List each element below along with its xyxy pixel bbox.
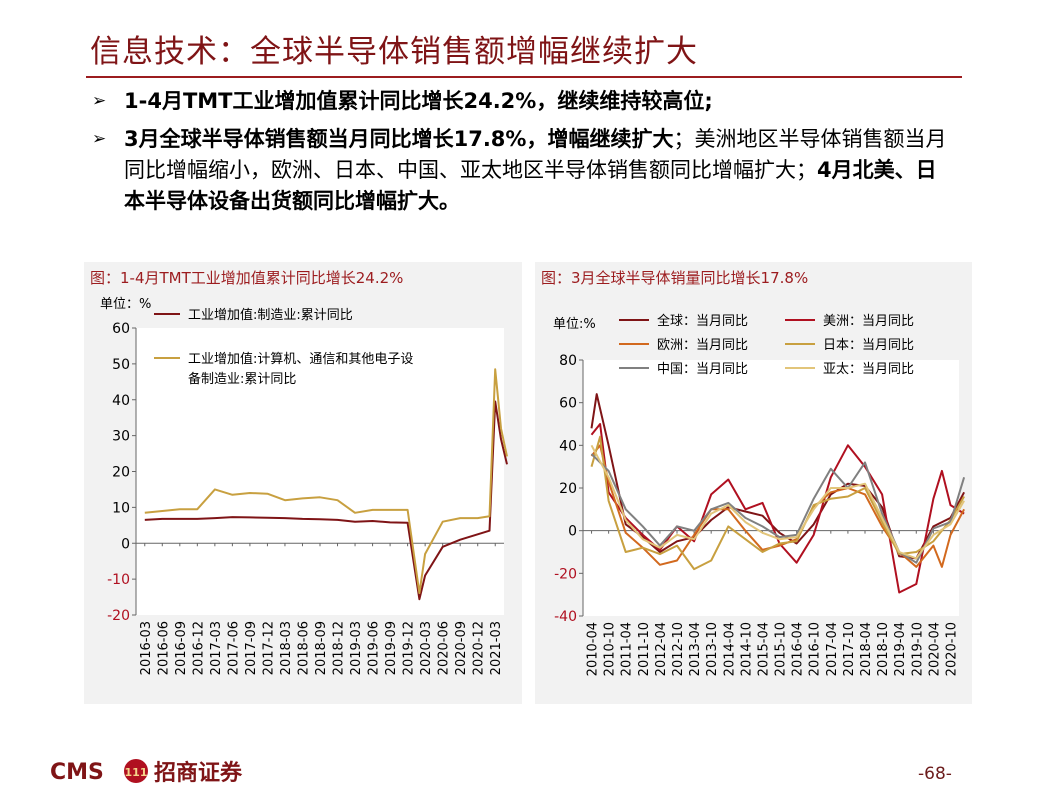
legend-label-6: 亚太：当月同比 xyxy=(823,362,914,377)
chart-title-semi: 图：3月全球半导体销量同比增长17.8% xyxy=(541,269,809,287)
x-tick-label: 2018-06 xyxy=(296,621,311,675)
x-tick-label: 2019-03 xyxy=(349,621,364,675)
arrow-icon: ➢ xyxy=(92,129,107,149)
x-tick-label: 2017-09 xyxy=(244,621,259,675)
y-tick-label: 30 xyxy=(112,429,130,445)
page-number: -68- xyxy=(918,764,952,784)
chart-title-tmt: 图：1-4月TMT工业增加值累计同比增长24.2% xyxy=(90,269,404,287)
x-tick-label: 2019-10 xyxy=(910,622,925,676)
title-divider xyxy=(86,76,962,78)
legend-label-5: 中国：当月同比 xyxy=(657,362,748,377)
x-tick-label: 2012-10 xyxy=(671,622,686,676)
x-tick-label: 2014-10 xyxy=(739,622,754,676)
x-tick-label: 2011-10 xyxy=(637,622,652,676)
logo-mark-icon xyxy=(124,759,148,783)
x-tick-label: 2012-04 xyxy=(654,622,669,676)
x-tick-label: 2020-03 xyxy=(419,621,434,675)
y-tick-label: 10 xyxy=(112,500,130,516)
series-line-1 xyxy=(144,400,508,601)
chart-tmt: -20 -10 0 10 20 30 40 50 60 2016-03 2016-06 2016-09… xyxy=(100,297,508,675)
x-tick-label: 2016-12 xyxy=(191,621,206,675)
y-tick-label: 60 xyxy=(112,321,130,337)
x-tick-label: 2019-09 xyxy=(384,621,399,675)
company-name: 招商证券 xyxy=(154,760,243,786)
y-tick-label: 60 xyxy=(559,396,577,412)
x-tick-label: 2020-09 xyxy=(454,621,469,675)
legend-label-4: 日本：当月同比 xyxy=(823,338,914,353)
chart-semi: -40 -20 0 20 40 60 80 2010-04 2010-10 2011-04 2011… xyxy=(553,313,966,676)
series-line-5 xyxy=(590,453,966,564)
y-tick-label: 20 xyxy=(112,465,130,481)
legend-label-1: 全球：当月同比 xyxy=(657,313,748,329)
plot-area xyxy=(583,360,959,616)
series-line-6 xyxy=(590,444,965,560)
x-tick-label: 2015-04 xyxy=(756,622,771,676)
cms-logo-graphic: CMS 111 招商证券 xyxy=(50,759,243,786)
plot-area xyxy=(136,328,504,615)
series-line-2 xyxy=(144,368,508,595)
unit-label: 单位：% xyxy=(100,297,151,312)
x-tick-label: 2019-12 xyxy=(402,621,417,675)
logo-text: CMS xyxy=(50,760,104,785)
x-tick-label: 2015-10 xyxy=(774,622,789,676)
y-tick-label: 20 xyxy=(559,481,577,497)
x-tick-label: 2020-12 xyxy=(472,621,487,675)
arrow-icon: ➢ xyxy=(92,91,107,111)
x-tick-label: 2019-06 xyxy=(367,621,382,675)
x-tick-label: 2017-06 xyxy=(226,621,241,675)
legend-label-2: 美洲：当月同比 xyxy=(823,314,914,329)
bullet-2-normal-part: ；美洲地区半导体销售额当月同比增幅缩小，欧洲、日本、中国、亚太地区半导体销售额同… xyxy=(124,127,947,182)
y-tick-label: 80 xyxy=(559,353,577,369)
bullet-1-text: 1-4月TMT工业增加值累计同比增长24.2%，继续维持较高位; xyxy=(124,89,713,113)
cms-logo: CMS 111 招商证券 xyxy=(50,755,290,789)
x-tick-label: 2016-03 xyxy=(139,621,154,675)
y-tick-label: 40 xyxy=(112,393,130,409)
legend-label-1: 工业增加值:制造业:累计同比 xyxy=(188,307,353,323)
bullet-2-bold-part2: 4月北美、日本半导体设备出货额同比增幅扩大。 xyxy=(124,158,937,213)
y-tick-label: -10 xyxy=(107,572,130,588)
x-tick-label: 2021-03 xyxy=(489,621,504,675)
y-tick-label: -20 xyxy=(554,566,577,582)
y-tick-label: 50 xyxy=(112,357,130,373)
bullet-2-bold-part1: 3月全球半导体销售额当月同比增长17.8%，增幅继续扩大 xyxy=(124,127,674,151)
x-tick-label: 2018-04 xyxy=(859,622,874,676)
x-tick-label: 2016-04 xyxy=(791,622,806,676)
x-tick-label: 2018-09 xyxy=(314,621,329,675)
logo-mark-text: 111 xyxy=(125,766,148,779)
chart-panel-tmt: 图：1-4月TMT工业增加值累计同比增长24.2% -20 -10 0 10 20 30 4… xyxy=(84,262,522,704)
x-tick-label: 2011-04 xyxy=(620,622,635,676)
y-tick-label: -40 xyxy=(554,609,577,625)
x-tick-label: 2018-10 xyxy=(876,622,891,676)
x-tick-label: 2018-03 xyxy=(279,621,294,675)
x-tick-label: 2017-12 xyxy=(261,621,276,675)
y-tick-label: 0 xyxy=(121,536,130,552)
legend-label-2: 工业增加值:计算机、通信和其他电子设备制造业:累计同比 xyxy=(188,351,413,387)
legend-label-3: 欧洲：当月同比 xyxy=(657,338,748,353)
x-tick-label: 2020-04 xyxy=(927,622,942,676)
x-tick-label: 2018-12 xyxy=(332,621,347,675)
page-title: 信息技术：全球半导体销售额增幅继续扩大 xyxy=(90,34,698,70)
x-tick-label: 2016-10 xyxy=(808,622,823,676)
x-tick-label: 2020-06 xyxy=(437,621,452,675)
chart-panel-semi: 图：3月全球半导体销量同比增长17.8% -40 -20 0 20 40 60 80 2010… xyxy=(535,262,972,704)
x-tick-label: 2017-04 xyxy=(825,622,840,676)
y-tick-label: 0 xyxy=(568,524,577,540)
x-tick-label: 2013-10 xyxy=(705,622,720,676)
x-tick-label: 2013-04 xyxy=(688,622,703,676)
x-tick-label: 2017-03 xyxy=(209,621,224,675)
bullet-2-text: 3月全球半导体销售额当月同比增长17.8%，增幅继续扩大；美洲地区半导体销售额当… xyxy=(124,124,950,217)
x-tick-label: 2010-04 xyxy=(586,622,601,676)
x-tick-label: 2010-10 xyxy=(603,622,618,676)
y-tick-label: -20 xyxy=(107,608,130,624)
unit-label: 单位:% xyxy=(553,317,596,332)
x-tick-label: 2019-04 xyxy=(893,622,908,676)
y-tick-label: 40 xyxy=(559,438,577,454)
x-tick-label: 2020-10 xyxy=(944,622,959,676)
x-tick-label: 2016-09 xyxy=(174,621,189,675)
x-tick-label: 2017-10 xyxy=(842,622,857,676)
x-tick-label: 2014-04 xyxy=(722,622,737,676)
x-tick-label: 2016-06 xyxy=(156,621,171,675)
